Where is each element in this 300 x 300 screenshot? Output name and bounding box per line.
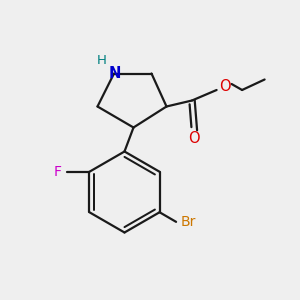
Text: H: H [97,54,106,68]
Text: O: O [189,131,200,146]
Text: N: N [108,66,121,81]
Text: Br: Br [181,215,197,229]
Text: O: O [219,79,230,94]
Text: F: F [54,165,62,179]
